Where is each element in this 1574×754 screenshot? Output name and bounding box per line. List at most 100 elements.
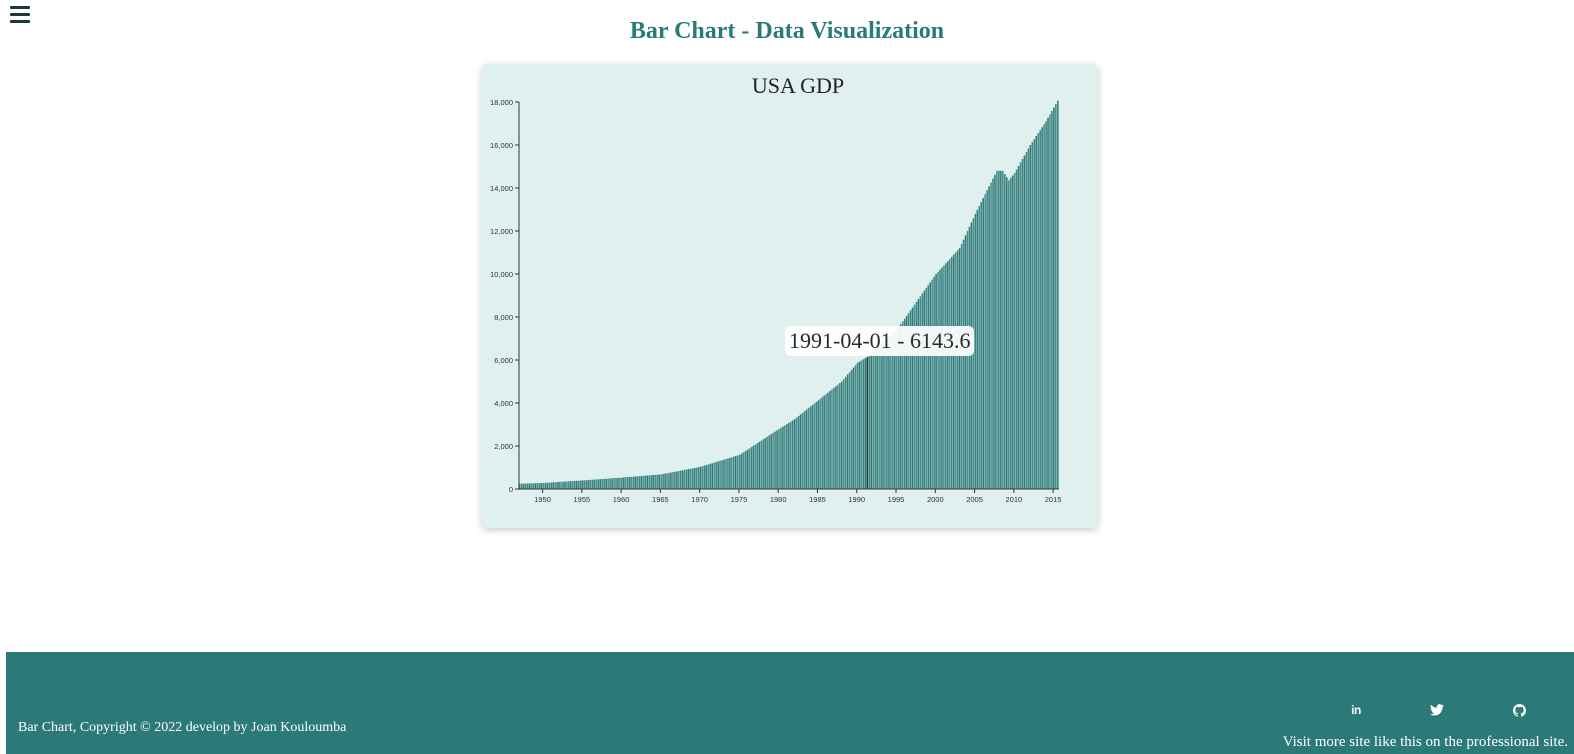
bar[interactable] xyxy=(628,476,631,489)
bar[interactable] xyxy=(919,296,922,489)
bar[interactable] xyxy=(817,400,820,489)
bar[interactable] xyxy=(627,477,629,489)
bar[interactable] xyxy=(1043,124,1045,490)
bar[interactable] xyxy=(850,369,853,489)
bar[interactable] xyxy=(907,313,910,489)
bar[interactable] xyxy=(982,198,984,489)
bar[interactable] xyxy=(825,394,827,489)
bar[interactable] xyxy=(534,483,537,489)
github-icon[interactable] xyxy=(1511,702,1527,718)
bar[interactable] xyxy=(603,478,605,489)
bar[interactable] xyxy=(1053,107,1055,489)
bar[interactable] xyxy=(886,338,888,489)
bar[interactable] xyxy=(689,468,692,489)
bar[interactable] xyxy=(803,411,806,489)
bar[interactable] xyxy=(839,383,841,489)
bar[interactable] xyxy=(1047,117,1049,489)
bar[interactable] xyxy=(711,463,713,489)
bar[interactable] xyxy=(650,475,653,489)
bar[interactable] xyxy=(801,412,804,489)
bar[interactable] xyxy=(827,392,829,489)
bar[interactable] xyxy=(778,429,780,489)
bar[interactable] xyxy=(519,483,521,489)
bar[interactable] xyxy=(558,481,560,489)
bar[interactable] xyxy=(927,285,929,489)
bar[interactable] xyxy=(632,476,635,489)
bar[interactable] xyxy=(672,472,674,489)
bar[interactable] xyxy=(733,456,735,489)
bar[interactable] xyxy=(636,476,639,489)
bar[interactable] xyxy=(915,301,918,489)
bar[interactable] xyxy=(587,479,590,489)
bar[interactable] xyxy=(526,483,529,489)
bar[interactable] xyxy=(789,421,792,489)
bar[interactable] xyxy=(925,287,928,489)
bar[interactable] xyxy=(585,480,588,489)
bar[interactable] xyxy=(644,475,647,489)
bar[interactable] xyxy=(896,329,898,489)
bar[interactable] xyxy=(1017,165,1020,489)
bar[interactable] xyxy=(595,479,598,489)
bar[interactable] xyxy=(613,478,615,489)
bar[interactable] xyxy=(921,293,924,489)
bar[interactable] xyxy=(844,376,847,489)
bar[interactable] xyxy=(1033,139,1036,489)
bar[interactable] xyxy=(974,213,977,490)
bar[interactable] xyxy=(680,470,682,489)
bar[interactable] xyxy=(882,342,884,489)
bar[interactable] xyxy=(725,459,727,489)
bar[interactable] xyxy=(738,454,741,489)
bar[interactable] xyxy=(968,226,971,489)
bar[interactable] xyxy=(937,271,939,489)
bar[interactable] xyxy=(572,481,574,489)
bar[interactable] xyxy=(713,462,715,489)
bar[interactable] xyxy=(956,250,959,489)
bar[interactable] xyxy=(905,315,908,489)
bar[interactable] xyxy=(742,452,745,489)
bar[interactable] xyxy=(852,367,855,489)
bar[interactable] xyxy=(1031,142,1034,489)
bar[interactable] xyxy=(662,474,664,489)
bar[interactable] xyxy=(623,477,625,489)
bar[interactable] xyxy=(1004,174,1006,489)
bar[interactable] xyxy=(683,469,686,489)
bar[interactable] xyxy=(719,460,721,489)
bar[interactable] xyxy=(791,420,794,489)
bar[interactable] xyxy=(994,174,996,489)
bar[interactable] xyxy=(815,401,818,489)
bar[interactable] xyxy=(660,474,662,489)
bar[interactable] xyxy=(577,480,580,489)
bar[interactable] xyxy=(656,474,659,489)
bar[interactable] xyxy=(676,471,678,489)
bar[interactable] xyxy=(1027,148,1030,489)
bar[interactable] xyxy=(964,235,967,489)
bar[interactable] xyxy=(962,239,965,489)
bar[interactable] xyxy=(674,471,676,489)
bar[interactable] xyxy=(591,479,594,489)
bar[interactable] xyxy=(856,362,859,489)
bar[interactable] xyxy=(980,202,983,489)
bar[interactable] xyxy=(617,477,619,489)
bar[interactable] xyxy=(566,481,568,489)
bar[interactable] xyxy=(664,473,666,489)
bar[interactable] xyxy=(972,218,975,489)
bar[interactable] xyxy=(589,479,592,489)
bar[interactable] xyxy=(705,465,708,489)
bar[interactable] xyxy=(703,465,706,489)
bar[interactable] xyxy=(774,431,776,489)
bar-highlighted[interactable] xyxy=(866,356,869,489)
bar[interactable] xyxy=(729,457,731,489)
bar[interactable] xyxy=(625,477,627,489)
bar[interactable] xyxy=(1005,177,1008,489)
bar[interactable] xyxy=(911,307,914,489)
bar[interactable] xyxy=(860,360,863,489)
bar[interactable] xyxy=(678,470,680,489)
bar[interactable] xyxy=(951,256,953,489)
bar[interactable] xyxy=(897,327,900,489)
bar[interactable] xyxy=(701,466,704,489)
bar[interactable] xyxy=(799,414,802,489)
bar[interactable] xyxy=(941,267,943,489)
bar[interactable] xyxy=(784,425,786,489)
bar[interactable] xyxy=(762,439,765,489)
bar[interactable] xyxy=(562,481,564,489)
